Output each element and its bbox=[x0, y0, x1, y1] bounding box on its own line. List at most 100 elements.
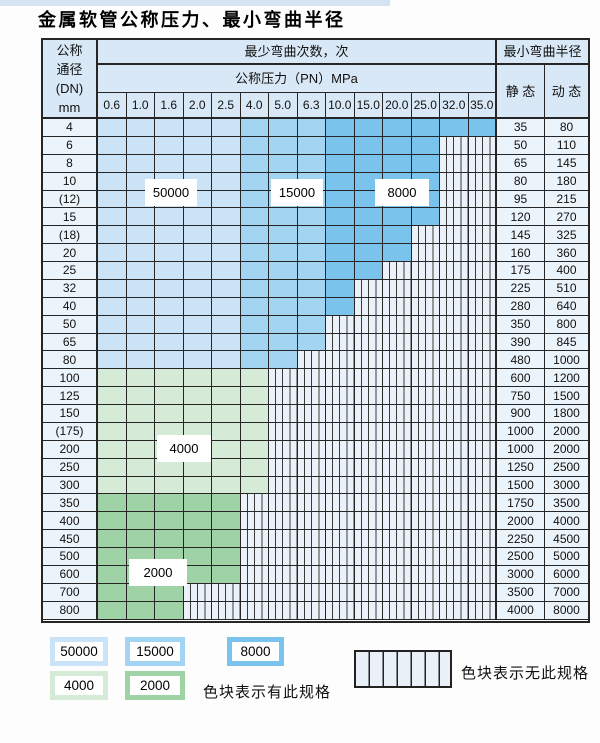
pressure-cell bbox=[297, 548, 326, 566]
pressure-cell bbox=[212, 458, 241, 477]
dn-cell: 6 bbox=[43, 136, 98, 155]
pressure-cell bbox=[183, 530, 212, 548]
cycle-label-15000: 15000 bbox=[271, 179, 323, 206]
dn-cell: 400 bbox=[43, 512, 98, 531]
static-cell: 480 bbox=[497, 351, 545, 370]
pressure-cell bbox=[269, 333, 298, 352]
pressure-cell bbox=[326, 440, 355, 459]
pressure-col-header: 1.0 bbox=[126, 93, 155, 119]
pressure-cell bbox=[297, 154, 326, 173]
dynamic-cell: 145 bbox=[545, 154, 588, 173]
pressure-cell bbox=[326, 405, 355, 423]
pressure-cell bbox=[354, 119, 383, 137]
pressure-cell bbox=[212, 369, 241, 388]
static-cell: 1750 bbox=[497, 494, 545, 513]
pressure-cell bbox=[183, 154, 212, 173]
pressure-cell bbox=[468, 458, 497, 477]
pressure-cell bbox=[155, 226, 184, 245]
pressure-cell bbox=[126, 405, 155, 423]
pressure-cell bbox=[468, 440, 497, 459]
pressure-cell bbox=[326, 119, 355, 137]
pressure-cell bbox=[269, 119, 298, 137]
pressure-cell bbox=[126, 476, 155, 495]
pressure-cell bbox=[269, 405, 298, 423]
pressure-cell bbox=[297, 262, 326, 280]
pressure-cell bbox=[240, 297, 269, 316]
dn-cell: (12) bbox=[43, 190, 98, 209]
pressure-cell bbox=[383, 405, 412, 423]
pressure-cell bbox=[440, 458, 469, 477]
pressure-cell bbox=[468, 530, 497, 548]
pressure-cell bbox=[126, 208, 155, 227]
legend-has-spec-text: 色块表示有此规格 bbox=[203, 684, 332, 701]
pressure-col-header: 2.0 bbox=[183, 93, 212, 119]
dn-cell: 200 bbox=[43, 440, 98, 459]
pressure-cell bbox=[411, 208, 440, 227]
pressure-cell bbox=[326, 244, 355, 262]
page-top-strip bbox=[0, 0, 390, 6]
pressure-cell bbox=[183, 494, 212, 513]
pressure-cell bbox=[468, 494, 497, 513]
pressure-cell bbox=[240, 190, 269, 209]
pressure-cell bbox=[326, 136, 355, 155]
pressure-cell bbox=[212, 226, 241, 245]
pressure-cell bbox=[297, 387, 326, 405]
pressure-cell bbox=[155, 208, 184, 227]
pressure-cell bbox=[354, 226, 383, 245]
dn-cell: 600 bbox=[43, 565, 98, 584]
pressure-cell bbox=[468, 601, 497, 620]
pressure-cell bbox=[183, 548, 212, 566]
pressure-cell bbox=[440, 565, 469, 584]
pressure-cell bbox=[269, 369, 298, 388]
pressure-cell bbox=[468, 512, 497, 531]
pressure-cell bbox=[269, 422, 298, 441]
dn-cell: 150 bbox=[43, 405, 98, 423]
pressure-cell bbox=[383, 244, 412, 262]
pressure-cell bbox=[183, 333, 212, 352]
pressure-cell bbox=[212, 494, 241, 513]
pressure-cell bbox=[155, 333, 184, 352]
pressure-cell bbox=[183, 315, 212, 334]
pressure-cell bbox=[468, 369, 497, 388]
pressure-cell bbox=[240, 154, 269, 173]
pressure-cell bbox=[98, 583, 127, 602]
pressure-cell bbox=[126, 530, 155, 548]
static-cell: 80 bbox=[497, 172, 545, 191]
cycle-label-2000: 2000 bbox=[129, 559, 187, 586]
static-cell: 750 bbox=[497, 387, 545, 405]
pressure-cell bbox=[240, 583, 269, 602]
pressure-cell bbox=[269, 387, 298, 405]
pressure-col-header: 15.0 bbox=[354, 93, 383, 119]
pressure-cell bbox=[98, 405, 127, 423]
pressure-cell bbox=[383, 136, 412, 155]
pressure-cell bbox=[212, 315, 241, 334]
pressure-cell bbox=[269, 494, 298, 513]
pressure-cell bbox=[126, 333, 155, 352]
static-cell: 350 bbox=[497, 315, 545, 334]
pressure-cell bbox=[440, 512, 469, 531]
pressure-cell bbox=[183, 208, 212, 227]
static-cell: 2500 bbox=[497, 548, 545, 566]
pressure-cell bbox=[297, 297, 326, 316]
pressure-cell bbox=[326, 476, 355, 495]
dn-cell: 4 bbox=[43, 119, 98, 137]
pressure-cell bbox=[155, 119, 184, 137]
pressure-cell bbox=[440, 262, 469, 280]
pressure-cell bbox=[411, 351, 440, 370]
pressure-cell bbox=[183, 119, 212, 137]
static-cell: 2000 bbox=[497, 512, 545, 531]
legend-hatch-box bbox=[354, 650, 452, 688]
pressure-cell bbox=[155, 244, 184, 262]
pressure-cell bbox=[183, 279, 212, 298]
dn-cell: 15 bbox=[43, 208, 98, 227]
pressure-cell bbox=[183, 565, 212, 584]
dn-cell: 300 bbox=[43, 476, 98, 495]
pressure-cell bbox=[326, 494, 355, 513]
pressure-cell bbox=[212, 172, 241, 191]
pressure-cell bbox=[383, 279, 412, 298]
dn-cell: 20 bbox=[43, 244, 98, 262]
pressure-cell bbox=[98, 208, 127, 227]
static-cell: 600 bbox=[497, 369, 545, 388]
dynamic-cell: 1200 bbox=[545, 369, 588, 388]
pressure-cell bbox=[269, 583, 298, 602]
